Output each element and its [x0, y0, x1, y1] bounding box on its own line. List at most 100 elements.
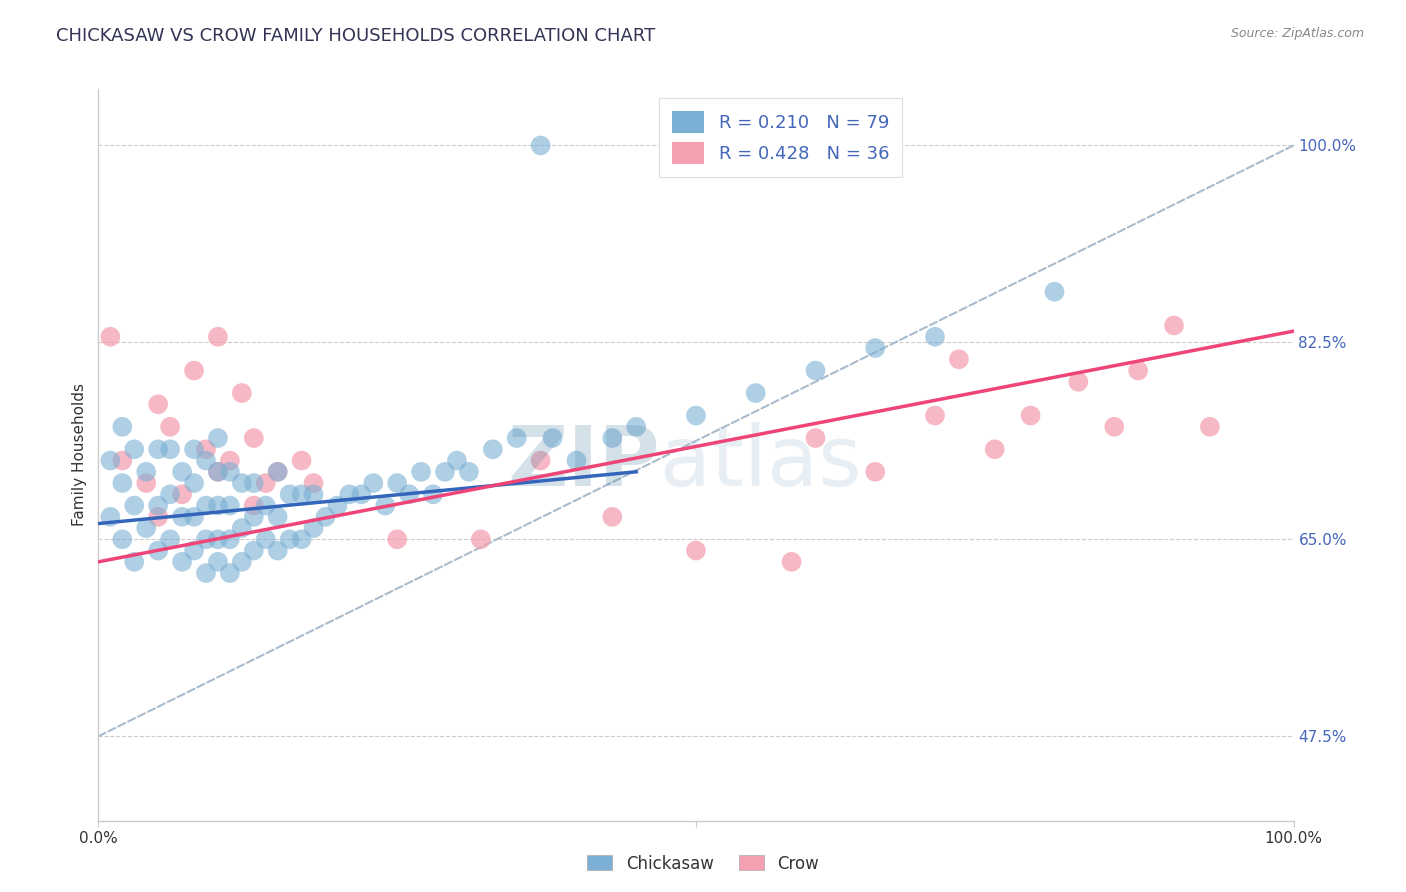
- Point: [207, 555, 229, 569]
- Point: [1104, 419, 1126, 434]
- Point: [458, 465, 481, 479]
- Point: [195, 499, 218, 513]
- Point: [291, 453, 314, 467]
- Point: [135, 465, 157, 479]
- Point: [219, 499, 242, 513]
- Point: [243, 431, 266, 445]
- Point: [254, 476, 277, 491]
- Point: [602, 431, 624, 445]
- Point: [685, 409, 707, 423]
- Point: [148, 509, 170, 524]
- Point: [124, 555, 146, 569]
- Point: [302, 487, 325, 501]
- Point: [195, 453, 218, 467]
- Point: [267, 465, 290, 479]
- Point: [948, 352, 970, 367]
- Point: [243, 499, 266, 513]
- Point: [315, 509, 337, 524]
- Point: [231, 555, 253, 569]
- Point: [302, 521, 325, 535]
- Point: [1163, 318, 1185, 333]
- Point: [219, 533, 242, 547]
- Text: CHICKASAW VS CROW FAMILY HOUSEHOLDS CORRELATION CHART: CHICKASAW VS CROW FAMILY HOUSEHOLDS CORR…: [56, 27, 655, 45]
- Point: [231, 521, 253, 535]
- Point: [385, 533, 409, 547]
- Point: [291, 533, 314, 547]
- Point: [745, 386, 768, 401]
- Point: [207, 499, 229, 513]
- Point: [148, 442, 170, 457]
- Point: [172, 487, 194, 501]
- Point: [159, 442, 181, 457]
- Point: [243, 509, 266, 524]
- Text: atlas: atlas: [661, 422, 862, 503]
- Point: [219, 465, 242, 479]
- Point: [422, 487, 444, 501]
- Point: [159, 487, 181, 501]
- Point: [172, 555, 194, 569]
- Point: [148, 397, 170, 411]
- Point: [804, 431, 827, 445]
- Point: [231, 476, 253, 491]
- Point: [219, 566, 242, 580]
- Point: [1199, 419, 1222, 434]
- Point: [565, 453, 588, 467]
- Point: [398, 487, 420, 501]
- Point: [183, 509, 205, 524]
- Point: [124, 442, 146, 457]
- Point: [291, 487, 314, 501]
- Point: [148, 499, 170, 513]
- Point: [195, 533, 218, 547]
- Point: [481, 442, 505, 457]
- Point: [339, 487, 361, 501]
- Point: [124, 499, 146, 513]
- Point: [780, 555, 803, 569]
- Text: ZIP: ZIP: [508, 422, 661, 503]
- Point: [278, 487, 301, 501]
- Point: [219, 453, 242, 467]
- Point: [111, 533, 134, 547]
- Point: [243, 476, 266, 491]
- Point: [1019, 409, 1042, 423]
- Point: [207, 465, 229, 479]
- Point: [470, 533, 492, 547]
- Point: [183, 442, 205, 457]
- Point: [254, 499, 277, 513]
- Point: [148, 543, 170, 558]
- Point: [243, 543, 266, 558]
- Point: [172, 509, 194, 524]
- Y-axis label: Family Households: Family Households: [72, 384, 87, 526]
- Point: [231, 386, 253, 401]
- Point: [135, 521, 157, 535]
- Point: [98, 453, 122, 467]
- Point: [207, 465, 229, 479]
- Point: [865, 465, 887, 479]
- Point: [602, 509, 624, 524]
- Point: [1067, 375, 1090, 389]
- Point: [374, 499, 396, 513]
- Legend: R = 0.210   N = 79, R = 0.428   N = 36: R = 0.210 N = 79, R = 0.428 N = 36: [659, 98, 903, 177]
- Point: [350, 487, 373, 501]
- Point: [195, 566, 218, 580]
- Point: [207, 431, 229, 445]
- Point: [626, 419, 648, 434]
- Point: [159, 419, 181, 434]
- Point: [207, 533, 229, 547]
- Point: [326, 499, 349, 513]
- Point: [924, 330, 946, 344]
- Point: [135, 476, 157, 491]
- Point: [865, 341, 887, 355]
- Point: [984, 442, 1007, 457]
- Point: [111, 419, 134, 434]
- Point: [111, 453, 134, 467]
- Point: [685, 543, 707, 558]
- Point: [98, 509, 122, 524]
- Point: [254, 533, 277, 547]
- Point: [1128, 363, 1150, 377]
- Point: [302, 476, 325, 491]
- Point: [434, 465, 457, 479]
- Point: [183, 476, 205, 491]
- Point: [195, 442, 218, 457]
- Text: Source: ZipAtlas.com: Source: ZipAtlas.com: [1230, 27, 1364, 40]
- Point: [385, 476, 409, 491]
